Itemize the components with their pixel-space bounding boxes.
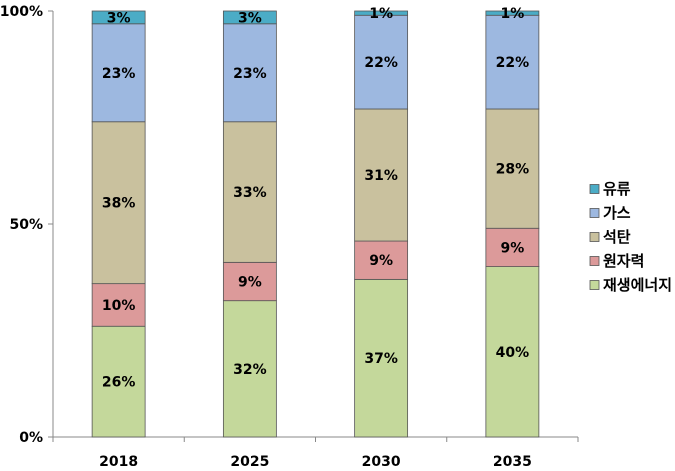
bar-value-label: 37% [364,351,398,367]
bar-segment [222,10,277,25]
plot-area: 0% 50% 100% 26% 10% 38% 23% 3% 2018 32% 9% 33% 23% 3%… [0,4,579,470]
bar-segment [91,121,146,285]
bar-segment [354,10,409,16]
x-tick-label: 2018 [99,454,138,470]
y-tick-label: 100% [0,4,43,20]
x-tick-label: 2025 [230,454,269,470]
legend-label: 가스 [603,204,631,222]
bar-value-label: 22% [496,55,530,71]
bar-segment [354,240,409,280]
y-tick-label: 0% [19,430,43,446]
legend-swatch [589,232,600,242]
legend-label: 석탄 [603,228,631,246]
bar-value-label: 22% [364,55,398,71]
bar-segment [354,278,409,438]
bar-segment [222,121,277,263]
y-tick-label: 50% [9,217,43,233]
bar-segment [485,10,540,16]
legend-label: 유류 [603,180,631,198]
legend-swatch [589,184,600,194]
bar-value-label: 10% [102,298,136,314]
bar-value-label: 28% [496,162,530,178]
bar-segment [354,108,409,242]
bar-segment [222,23,277,123]
bar-value-label: 9% [238,275,262,291]
bar-segment [485,227,540,267]
bar-value-label: 9% [369,253,393,269]
bar-segment [91,283,146,327]
bar-value-label: 26% [102,375,136,391]
bar-value-label: 3% [238,10,262,26]
bar-value-label: 1% [500,6,524,22]
bar-value-label: 23% [233,66,267,82]
bar-value-label: 40% [496,345,530,361]
bar-segment [485,266,540,438]
bar-segment [91,10,146,25]
bar-value-label: 23% [102,66,136,82]
x-tick-label: 2030 [362,454,401,470]
bar-segment [222,261,277,302]
bar-value-label: 31% [364,168,398,184]
bar-value-label: 32% [233,362,267,378]
bar-segment [485,108,540,229]
bar-value-label: 3% [107,10,131,26]
legend-swatch [589,280,600,290]
bar-value-label: 33% [233,185,267,201]
bar-segment [222,300,277,438]
bar-segment [354,14,409,110]
bar-segment [485,14,540,110]
legend-swatch [589,256,600,266]
bar-value-label: 38% [102,196,136,212]
bar-segment [91,23,146,123]
legend-label: 원자력 [603,252,644,270]
bar-value-label: 1% [369,6,393,22]
legend-swatch [589,208,600,218]
x-tick-label: 2035 [493,454,532,470]
bar-value-label: 9% [500,240,524,256]
legend-label: 재생에너지 [603,276,672,294]
